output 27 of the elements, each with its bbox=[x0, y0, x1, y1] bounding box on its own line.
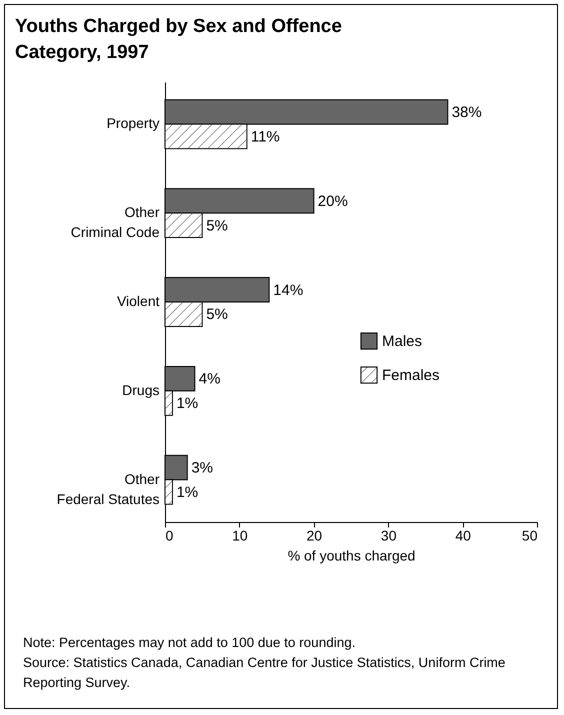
x-tick-label: 40 bbox=[455, 528, 472, 544]
data-label: 3% bbox=[191, 460, 214, 477]
x-tick-label: 0 bbox=[166, 528, 174, 544]
data-label: 38% bbox=[452, 104, 482, 121]
x-tick-label: 50 bbox=[522, 528, 538, 544]
data-label: 5% bbox=[206, 306, 228, 324]
data-label: 20% bbox=[318, 192, 348, 210]
y-tick-label: Other Criminal Code bbox=[70, 204, 160, 240]
data-label: 11% bbox=[250, 128, 280, 146]
x-tick-label: 30 bbox=[380, 528, 397, 544]
text: Note: Percentages may not add to 100 due to rounding. bbox=[23, 634, 356, 652]
y-tick-label: Other Federal Statutes bbox=[56, 470, 160, 507]
y-tick-label: Property bbox=[106, 115, 160, 132]
data-label: 5% bbox=[206, 217, 228, 234]
data-label: 14% bbox=[273, 282, 304, 299]
x-tick-label: 10 bbox=[232, 528, 248, 544]
data-label: 4% bbox=[198, 370, 220, 388]
data-label: 1% bbox=[176, 484, 198, 501]
x-axis-title: % of youths charged bbox=[288, 548, 416, 564]
legend-label: Males bbox=[382, 333, 422, 350]
data-label: 1% bbox=[176, 395, 198, 412]
source-note: Source: Statistics Canada, Canadian Centre for Justice Statistics, Uniform Crime Reporting Survey. bbox=[23, 654, 506, 692]
x-tick-label: 20 bbox=[306, 528, 322, 544]
chart-title: Youths Charged by Sex and Offence Category, 1997 bbox=[15, 16, 342, 63]
y-tick-label: Violent bbox=[116, 293, 160, 309]
y-tick-label: Drugs bbox=[122, 382, 160, 398]
legend-label: Females bbox=[382, 367, 440, 384]
